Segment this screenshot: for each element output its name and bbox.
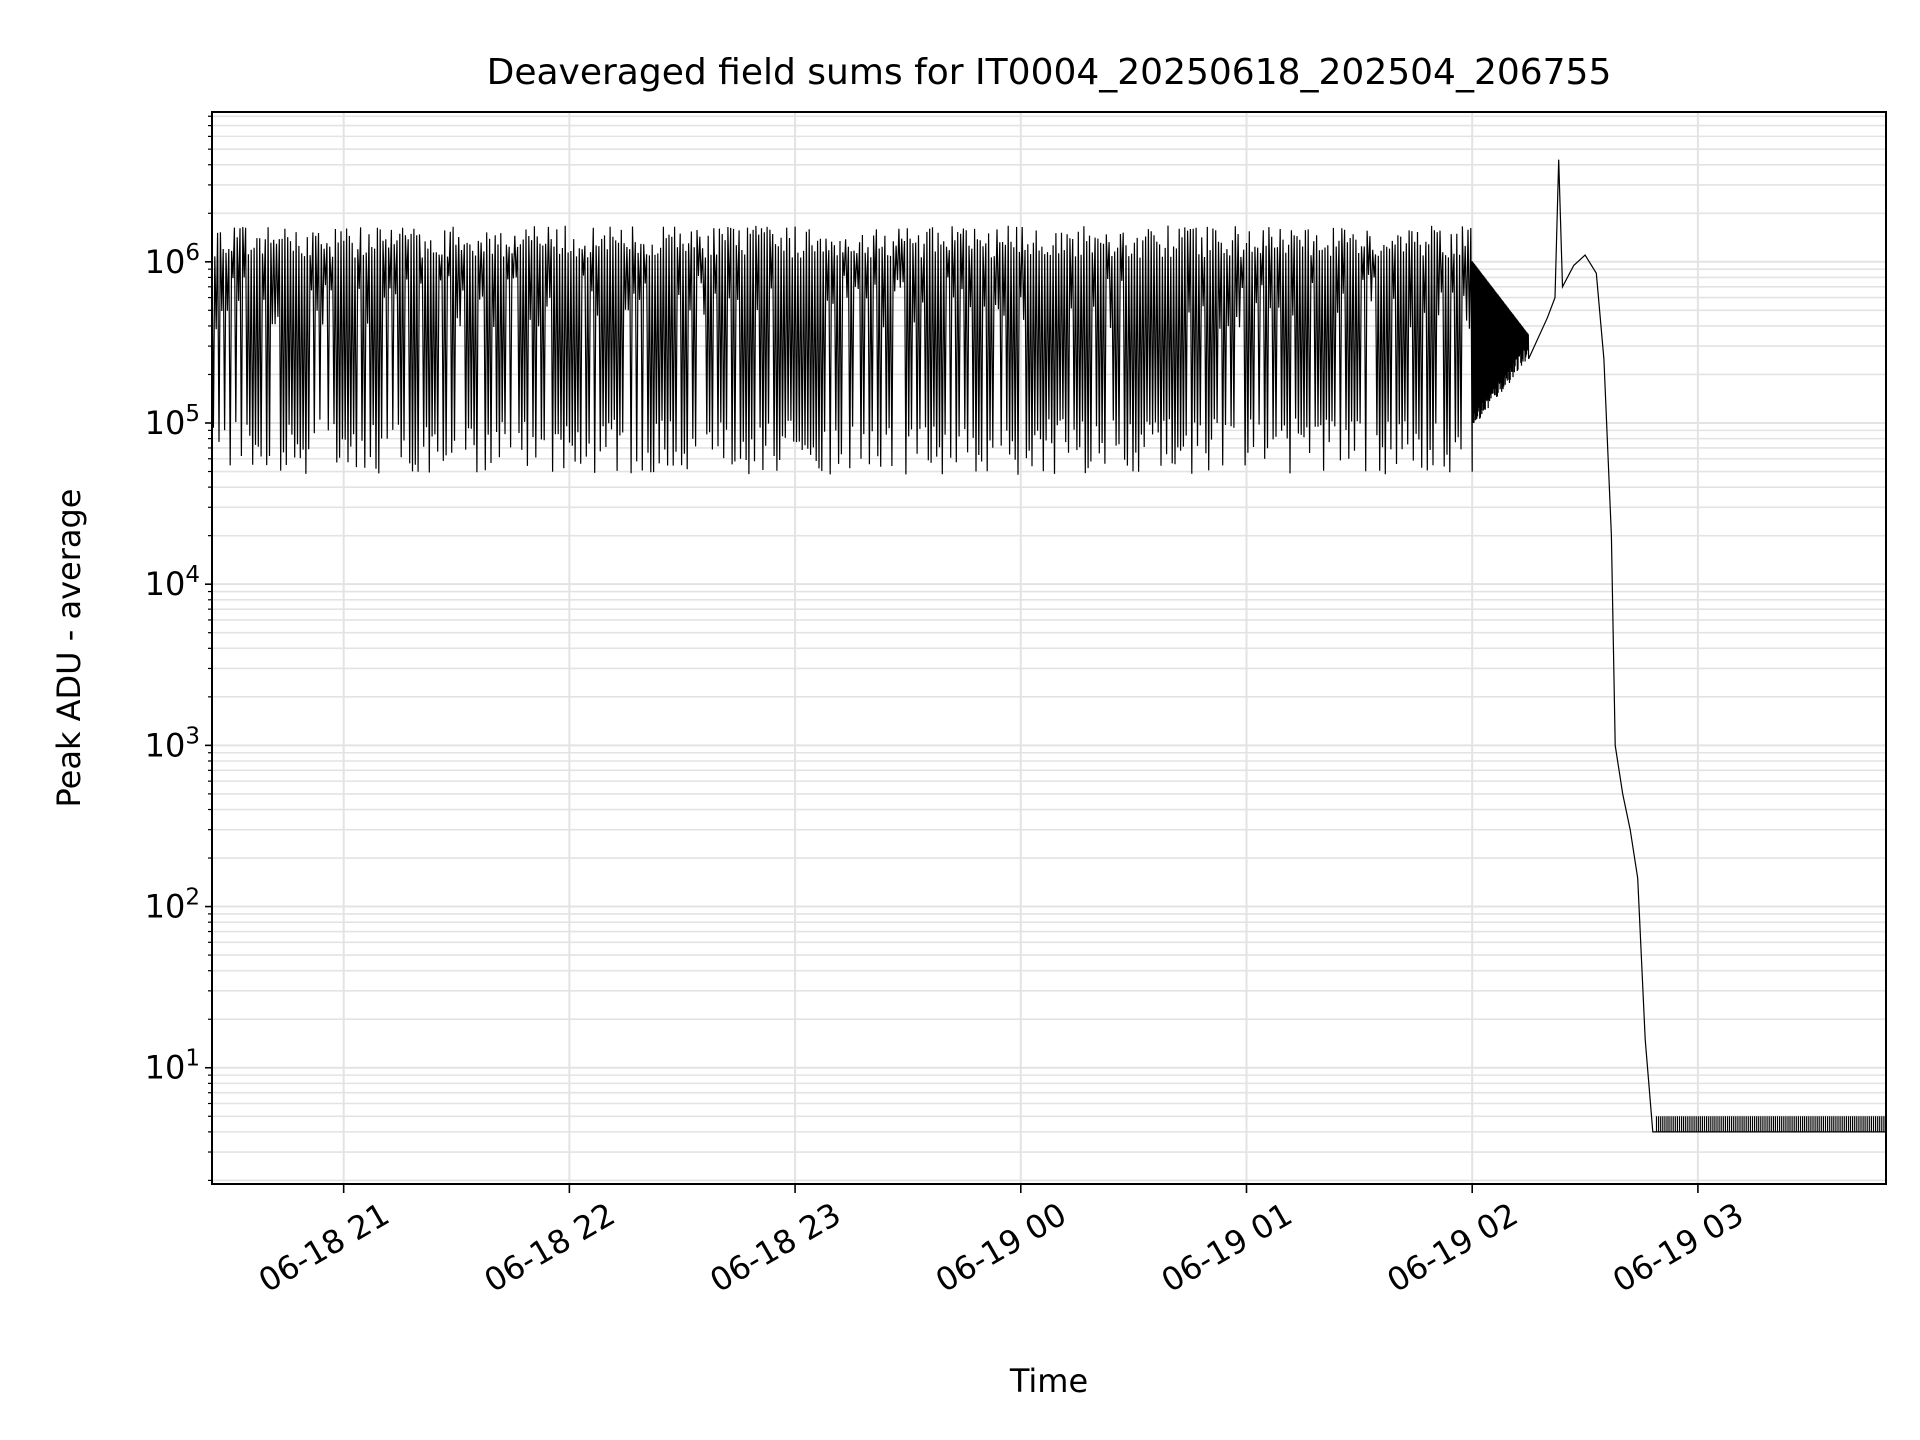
y-tick-base: 10 <box>145 1049 186 1087</box>
y-tick-exponent: 5 <box>185 401 200 427</box>
plot-frame <box>211 111 1887 1185</box>
y-tick-exponent: 1 <box>185 1046 200 1072</box>
y-tick-base: 10 <box>145 726 186 764</box>
y-axis-label: Peak ADU - average <box>50 489 88 808</box>
chart-title: Deaveraged field sums for IT0004_2025061… <box>487 52 1612 93</box>
y-tick-exponent: 4 <box>185 562 200 588</box>
y-tick-base: 10 <box>145 888 186 926</box>
y-tick-label: 106 <box>145 240 200 281</box>
series-group <box>211 159 1886 1133</box>
y-tick-label: 102 <box>145 885 200 926</box>
grid-lines <box>212 112 1886 1184</box>
x-axis-label: Time <box>1009 1362 1088 1400</box>
y-tick-base: 10 <box>145 565 186 603</box>
series-line <box>211 159 1886 1133</box>
y-tick-base: 10 <box>145 243 186 281</box>
y-tick-label: 103 <box>145 723 200 764</box>
y-tick-exponent: 2 <box>185 885 200 911</box>
y-tick-base: 10 <box>145 404 186 442</box>
y-tick-label: 101 <box>145 1046 200 1087</box>
y-tick-label: 104 <box>145 562 200 603</box>
y-tick-label: 105 <box>145 401 200 442</box>
y-tick-exponent: 3 <box>185 723 200 749</box>
y-tick-exponent: 6 <box>185 240 200 266</box>
